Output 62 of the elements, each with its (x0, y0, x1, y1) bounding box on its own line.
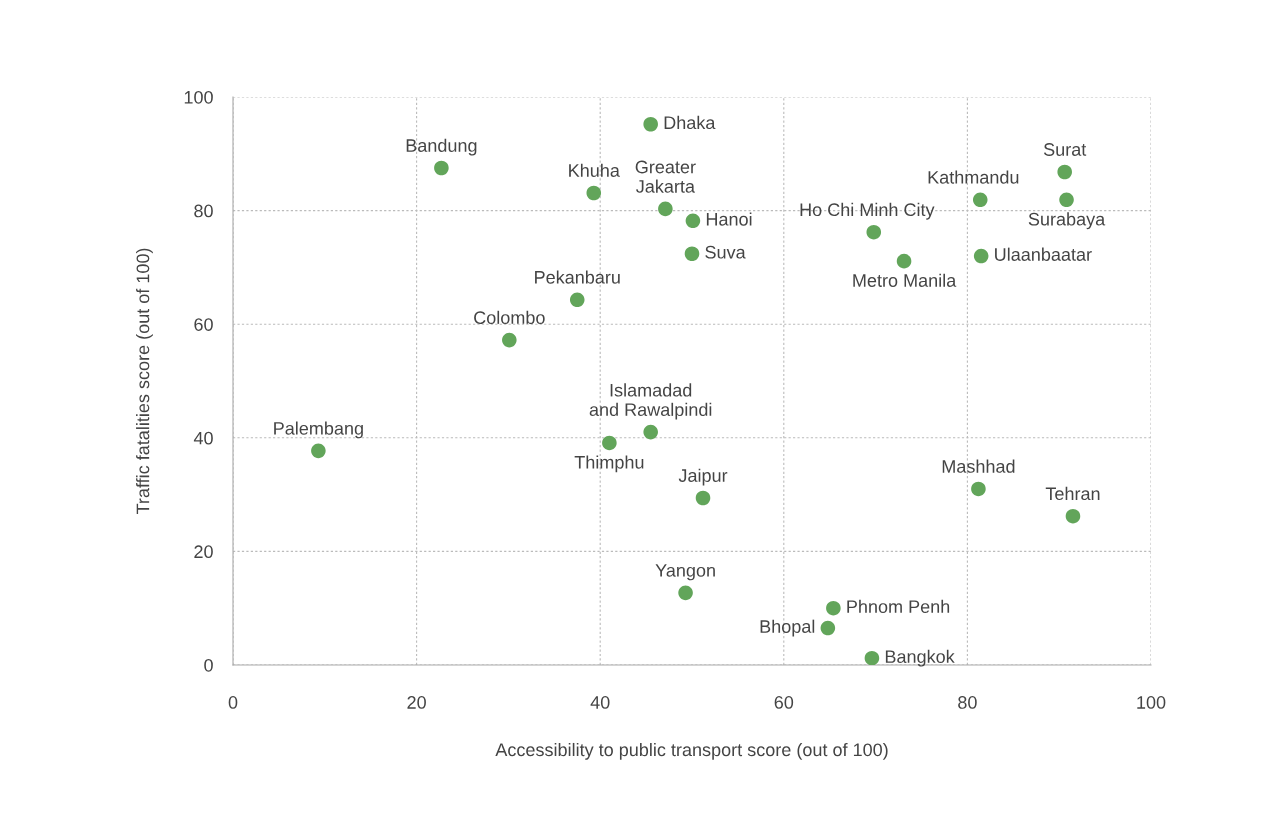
point (1059, 192, 1074, 208)
y-tick-label: 40 (193, 431, 213, 445)
data-label: Colombo (474, 310, 545, 325)
point (658, 201, 673, 217)
point (311, 443, 326, 459)
data-label: Hanoi (706, 212, 752, 226)
data-label: Metro Manila (853, 273, 957, 287)
x-tick-label: 60 (774, 696, 794, 709)
point (864, 650, 880, 665)
point (1065, 508, 1081, 524)
data-label: Islamadad and Rawalpindi (589, 383, 712, 420)
data-label: Thimphu (574, 455, 644, 473)
y-tick-label: 0 (204, 658, 213, 672)
data-label: Jaipur (678, 468, 728, 486)
point (866, 224, 882, 240)
data-label: Greater Jakarta (635, 160, 696, 193)
point (434, 160, 449, 176)
data-label: Surat (1043, 143, 1087, 156)
data-label: Pekanbaru (535, 270, 620, 284)
data-label: Bandung (406, 138, 477, 156)
point (896, 253, 912, 269)
point (685, 213, 701, 229)
data-label: Yangon (655, 564, 715, 581)
point (643, 424, 658, 440)
x-tick-label: 40 (590, 696, 610, 709)
point (973, 248, 989, 264)
data-label: Ho Chi Minh City (800, 202, 935, 220)
data-label: Mashhad (942, 459, 1015, 473)
x-tick-label: 100 (1137, 696, 1166, 709)
data-label: Dhaka (664, 115, 716, 130)
point (1057, 164, 1072, 180)
data-label: Khuha (569, 163, 620, 177)
point (678, 585, 693, 601)
data-label: Tehran (1045, 486, 1100, 501)
point (502, 332, 517, 348)
x-tick-label: 0 (228, 696, 238, 709)
point (586, 185, 602, 201)
point (971, 481, 986, 497)
data-label: Phnom Penh (847, 599, 950, 614)
y-tick-label: 80 (194, 204, 213, 218)
data-label: Bhopal (760, 619, 815, 637)
x-tick-label: 80 (958, 696, 977, 709)
x-tick-label: 20 (407, 696, 426, 709)
point (695, 490, 711, 506)
y-tick-label: 100 (184, 90, 213, 104)
data-label: Kathmandu (928, 170, 1019, 184)
point (972, 192, 988, 208)
data-label: Palembang (274, 421, 363, 439)
point (643, 116, 658, 132)
point (684, 246, 700, 262)
y-tick-label: 60 (194, 318, 213, 331)
data-label: Bangkok (885, 649, 955, 667)
point (602, 435, 617, 451)
point (820, 620, 836, 636)
point (569, 292, 585, 308)
x-axis-title: Accessibility to public transport score (out of 100) (495, 742, 888, 760)
y-axis-title: Traffic fatalities score (out of 100) (136, 248, 153, 515)
y-tick-label: 20 (194, 545, 213, 559)
data-label: Surabaya (1028, 212, 1106, 230)
point (826, 600, 841, 616)
data-label: Suva (705, 245, 746, 259)
data-label: Ulaanbaatar (995, 247, 1092, 261)
